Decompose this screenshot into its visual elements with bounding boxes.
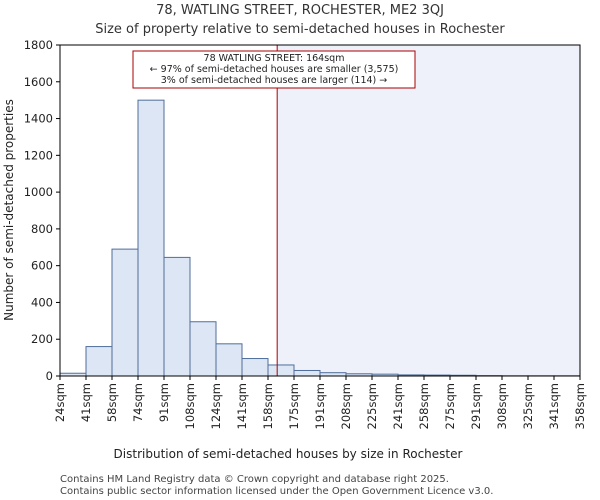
y-tick-label: 1600 [24, 75, 53, 89]
chart-title: 78, WATLING STREET, ROCHESTER, ME2 3QJ [156, 3, 444, 18]
x-tick-label: 258sqm [417, 383, 431, 429]
histogram-bar [137, 99, 165, 377]
histogram-bar [241, 358, 269, 377]
y-tick-label: 400 [31, 295, 53, 309]
x-tick-label: 325sqm [521, 383, 535, 429]
x-tick-label: 91sqm [157, 383, 171, 422]
y-tick-label: 1400 [24, 112, 53, 126]
x-tick-label: 341sqm [547, 383, 561, 429]
histogram-bar [189, 321, 217, 377]
annotation-line-1: 78 WATLING STREET: 164sqm [204, 53, 345, 64]
x-tick-label: 108sqm [183, 383, 197, 429]
y-tick-label: 200 [31, 332, 53, 346]
footer-line-1: Contains HM Land Registry data © Crown c… [60, 474, 449, 485]
chart-subtitle: Size of property relative to semi-detach… [95, 22, 505, 37]
annotation-line-2: ← 97% of semi-detached houses are smalle… [150, 64, 399, 75]
histogram-bar [293, 369, 321, 377]
x-tick-label: 208sqm [339, 383, 353, 429]
x-tick-label: 41sqm [79, 383, 93, 422]
x-tick-label: 124sqm [209, 383, 223, 429]
x-axis-label: Distribution of semi-detached houses by … [114, 447, 463, 461]
histogram-bar [85, 346, 113, 377]
annotation-box: 78 WATLING STREET: 164sqm ← 97% of semi-… [132, 50, 416, 89]
x-tick-label: 175sqm [287, 383, 301, 429]
y-axis-label: Number of semi-detached properties [2, 99, 16, 321]
y-tick-label: 600 [31, 259, 53, 273]
y-tick-label: 800 [31, 222, 53, 236]
x-tick-label: 241sqm [391, 383, 405, 429]
x-tick-label: 291sqm [469, 383, 483, 429]
x-tick-label: 74sqm [131, 383, 145, 422]
x-tick-label: 308sqm [495, 383, 509, 429]
x-tick-label: 191sqm [313, 383, 327, 429]
annotation-frame [132, 50, 416, 89]
histogram-bar [111, 248, 139, 377]
x-tick-label: 158sqm [261, 383, 275, 429]
y-tick-label: 0 [46, 369, 53, 383]
histogram-bar [163, 256, 191, 377]
histogram-bar [267, 364, 295, 377]
y-tick-label: 1200 [24, 148, 53, 162]
histogram-bar [215, 343, 243, 377]
x-tick-label: 24sqm [53, 383, 67, 422]
footer-line-2: Contains public sector information licen… [60, 486, 493, 497]
x-tick-label: 225sqm [365, 383, 379, 429]
x-tick-label: 141sqm [235, 383, 249, 429]
y-tick-label: 1000 [24, 185, 53, 199]
annotation-line-3: 3% of semi-detached houses are larger (1… [161, 75, 388, 86]
y-tick-label: 1800 [24, 38, 53, 52]
x-tick-label: 58sqm [105, 383, 119, 422]
x-tick-label: 358sqm [573, 383, 587, 429]
larger-region-highlight [277, 45, 580, 376]
x-tick-label: 275sqm [443, 383, 457, 429]
